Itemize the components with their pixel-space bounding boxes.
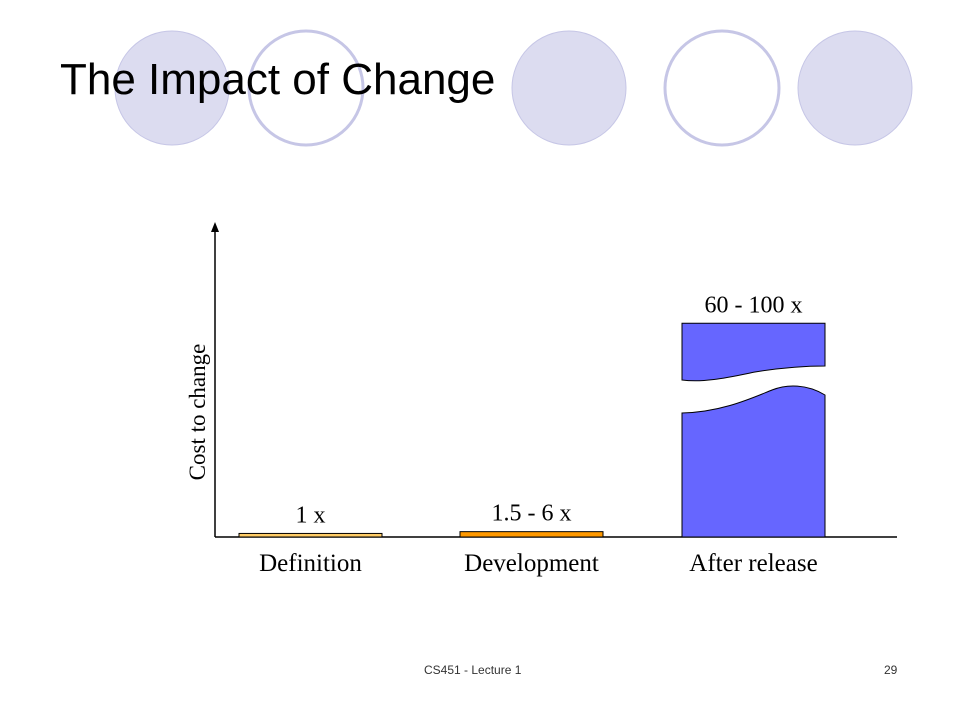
decorative-circle-5: [797, 30, 913, 146]
value-label-1: 1 x: [296, 502, 326, 528]
decorative-circle-4: [663, 29, 781, 147]
value-label-3: 60 - 100 x: [705, 292, 803, 318]
bar-1: [238, 532, 383, 538]
bar-2: [459, 531, 604, 538]
decorative-circle-2: [247, 29, 365, 147]
decorative-circle-1: [114, 30, 230, 146]
slide-title: The Impact of Change: [60, 55, 496, 104]
y-axis-label: Cost to change: [185, 344, 210, 481]
category-label-3: After release: [689, 550, 817, 577]
value-label-2: 1.5 - 6 x: [492, 501, 572, 527]
y-axis-arrow: [211, 222, 219, 232]
footer-text: CS451 - Lecture 1: [424, 663, 522, 677]
category-label-1: Definition: [259, 550, 362, 577]
category-label-2: Development: [464, 550, 599, 577]
bar-3-upper: [681, 322, 826, 382]
decorative-circle-3: [511, 30, 627, 146]
bar-3-lower: [681, 385, 826, 538]
page-number: 29: [884, 663, 898, 677]
